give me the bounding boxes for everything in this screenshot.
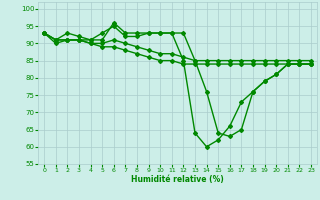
X-axis label: Humidité relative (%): Humidité relative (%) xyxy=(131,175,224,184)
